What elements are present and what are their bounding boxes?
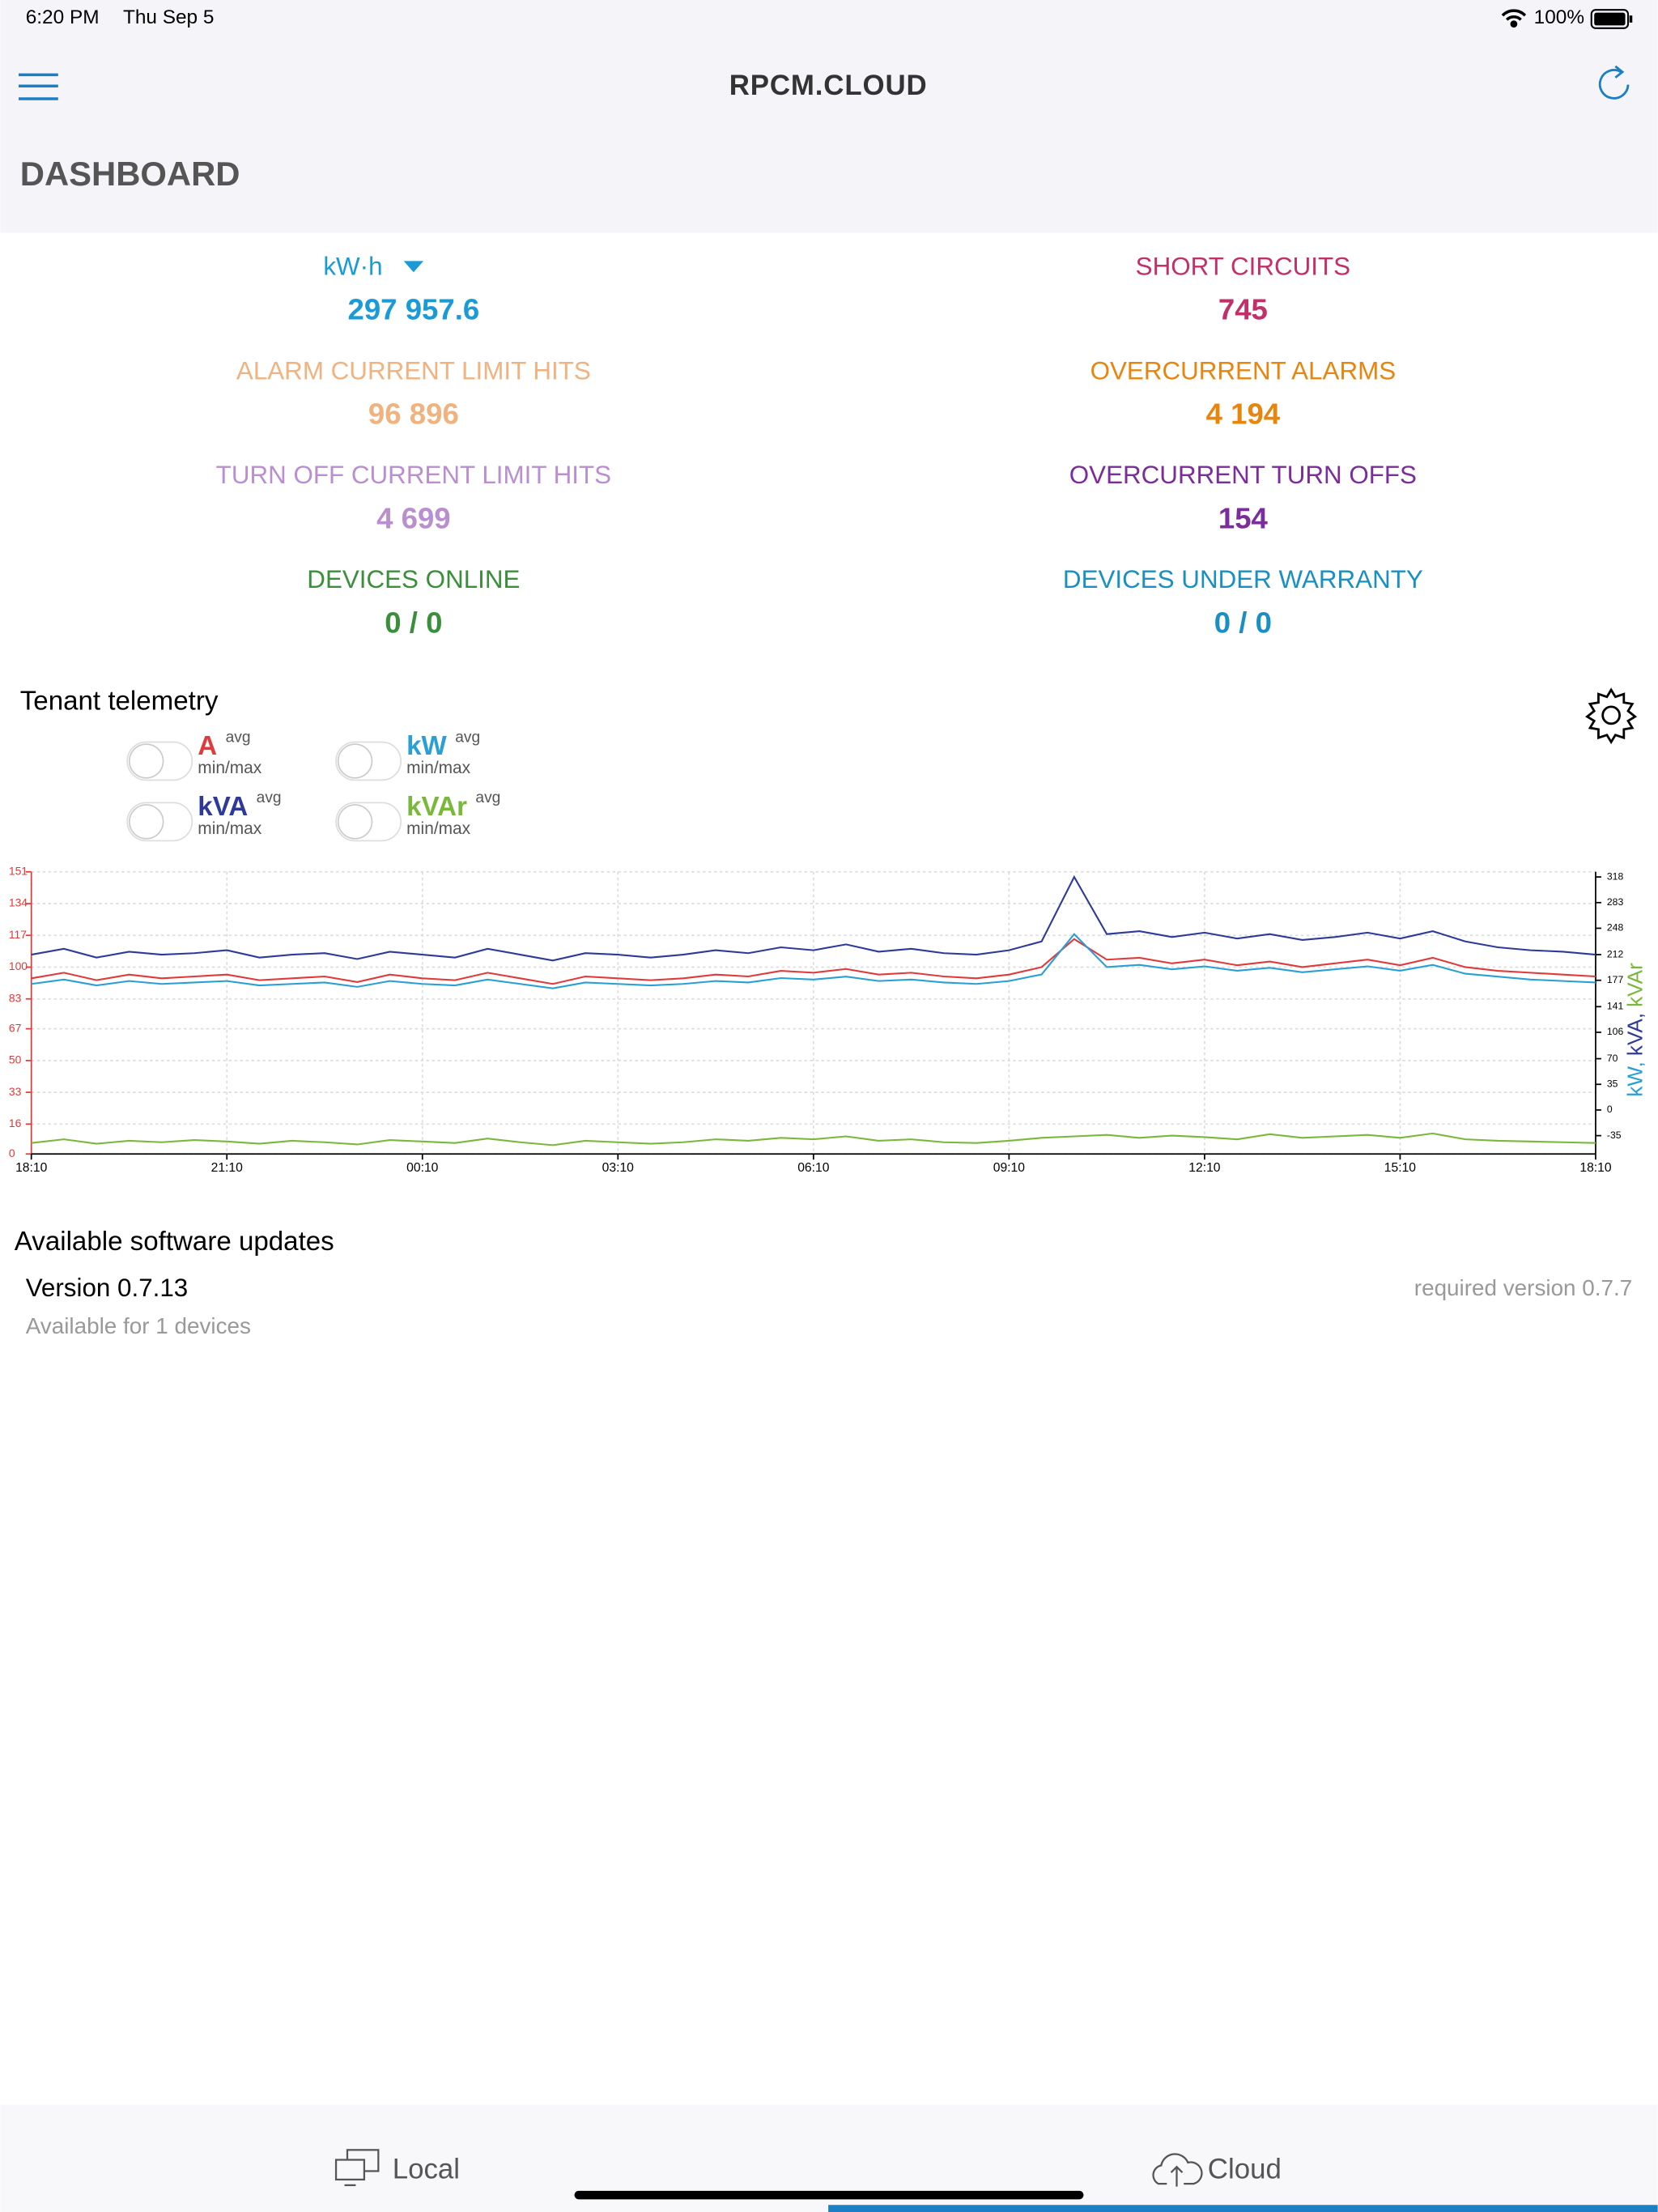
y2-tick-label: 35 [1607,1078,1618,1089]
y-tick-label: 100 [9,959,28,972]
y2-tick-label: 212 [1607,948,1624,959]
stat-label: TURN OFF CURRENT LIMIT HITS [216,461,611,489]
stats-grid: kW·h 297 957.6 SHORT CIRCUITS 745 ALARM CURR… [216,252,1423,639]
local-tab[interactable]: Local [334,2149,460,2187]
x-tick-label: 21:10 [211,1161,244,1175]
tab-label: Cloud [1208,2154,1282,2185]
y-tick-label: 33 [9,1085,22,1098]
y-tick-label: 151 [9,864,28,877]
y-tick-label: 134 [9,896,28,909]
stat-value: 154 [1218,502,1269,535]
x-tick-label: 18:10 [1579,1161,1612,1175]
active-tab-indicator [828,2205,1658,2212]
wifi-icon [1501,9,1527,28]
stat-label: ALARM CURRENT LIMIT HITS [236,356,591,385]
top-background [0,0,1658,233]
telemetry-chart: 0 16 33 50 67 83 100 117 134 151 -35 0 35 70 106 141 177… [9,864,1647,1174]
toggle-knob [128,743,164,779]
y2-tick-label: -35 [1607,1129,1622,1141]
stat-label: DEVICES ONLINE [307,565,520,593]
y2-axis-label: kW, kVA, kVAr [1622,963,1647,1097]
stat-value: 297 957.6 [348,293,480,326]
toggle-minmax: min/max [406,759,470,777]
series-line [31,1132,1596,1146]
page-title: DASHBOARD [20,155,240,193]
toggle-avg: avg [455,729,480,746]
refresh-button[interactable] [1598,65,1630,100]
required-version: required version 0.7.7 [1414,1275,1632,1300]
stat-label: DEVICES UNDER WARRANTY [1063,565,1423,593]
stat-value: 745 [1218,293,1268,326]
status-time: 6:20 PM [26,6,100,28]
x-tick-label: 03:10 [602,1161,635,1175]
status-date: Thu Sep 5 [123,6,214,28]
toggle-series-name: kW [406,731,447,761]
cloud-tab[interactable]: Cloud [1152,2153,1282,2187]
home-indicator [574,2190,1084,2200]
x-tick-label: 00:10 [406,1161,439,1175]
y-tick-label: 67 [9,1021,22,1034]
toggle-series-name: kVAr [406,792,467,822]
settings-button[interactable] [1585,687,1638,745]
y-tick-label: 0 [9,1146,15,1159]
toggle-knob [337,804,373,840]
battery-icon [1590,9,1633,29]
y-tick-label: 83 [9,991,22,1004]
toggle-minmax: min/max [198,759,261,777]
y2-tick-label: 0 [1607,1104,1613,1115]
series-line [31,933,1596,989]
x-tick-label: 09:10 [993,1161,1026,1175]
stat-value: 0 / 0 [385,606,442,640]
tab-label: Local [393,2154,460,2185]
y-tick-label: 50 [9,1053,22,1066]
y-tick-label: 117 [9,928,27,941]
toggle-series-name: A [198,731,217,761]
toggle-series-name: kVA [198,792,248,822]
y2-tick-label: 248 [1607,922,1624,934]
stat-label: OVERCURRENT ALARMS [1090,356,1397,385]
y2-tick-label: 70 [1607,1053,1618,1064]
y2-axis-label-part: kW, [1622,1061,1647,1097]
series-line [31,938,1596,985]
app-title: RPCM.CLOUD [729,70,928,101]
toggle-minmax: min/max [198,819,261,838]
update-version: Version 0.7.13 [26,1274,189,1302]
menu-button[interactable] [19,73,58,100]
y2-axis-label-part: kVA, [1622,1013,1647,1056]
stat-value: 4 194 [1206,398,1281,431]
battery-percent: 100% [1534,6,1584,28]
toggle-minmax: min/max [406,819,470,838]
telemetry-title: Tenant telemetry [20,686,219,716]
series-line [31,874,1596,962]
y-tick-label: 16 [9,1117,22,1129]
stat-label: kW·h [323,252,382,280]
toggle-avg: avg [475,789,500,806]
x-tick-label: 12:10 [1188,1161,1221,1175]
stat-value: 4 699 [376,502,451,535]
y2-tick-label: 141 [1607,1001,1624,1012]
y2-tick-label: 318 [1607,870,1624,882]
update-availability: Available for 1 devices [26,1313,251,1338]
toggle-knob [128,804,164,840]
toggle-avg: avg [226,729,251,746]
y2-tick-label: 177 [1607,974,1624,985]
unit-dropdown[interactable] [403,261,424,273]
updates-title: Available software updates [15,1227,334,1257]
x-tick-label: 15:10 [1384,1161,1417,1175]
toggle-knob [337,743,373,779]
y2-tick-label: 283 [1607,896,1624,908]
x-tick-label: 06:10 [797,1161,830,1175]
y2-tick-label: 106 [1607,1026,1624,1037]
x-tick-label: 18:10 [15,1161,48,1175]
toggle-avg: avg [257,789,282,806]
stat-label: SHORT CIRCUITS [1136,252,1350,280]
y2-axis-label-part: kVAr [1622,963,1647,1007]
stat-value: 96 896 [368,398,459,431]
stat-value: 0 / 0 [1214,606,1272,640]
stat-label: OVERCURRENT TURN OFFS [1069,461,1417,489]
